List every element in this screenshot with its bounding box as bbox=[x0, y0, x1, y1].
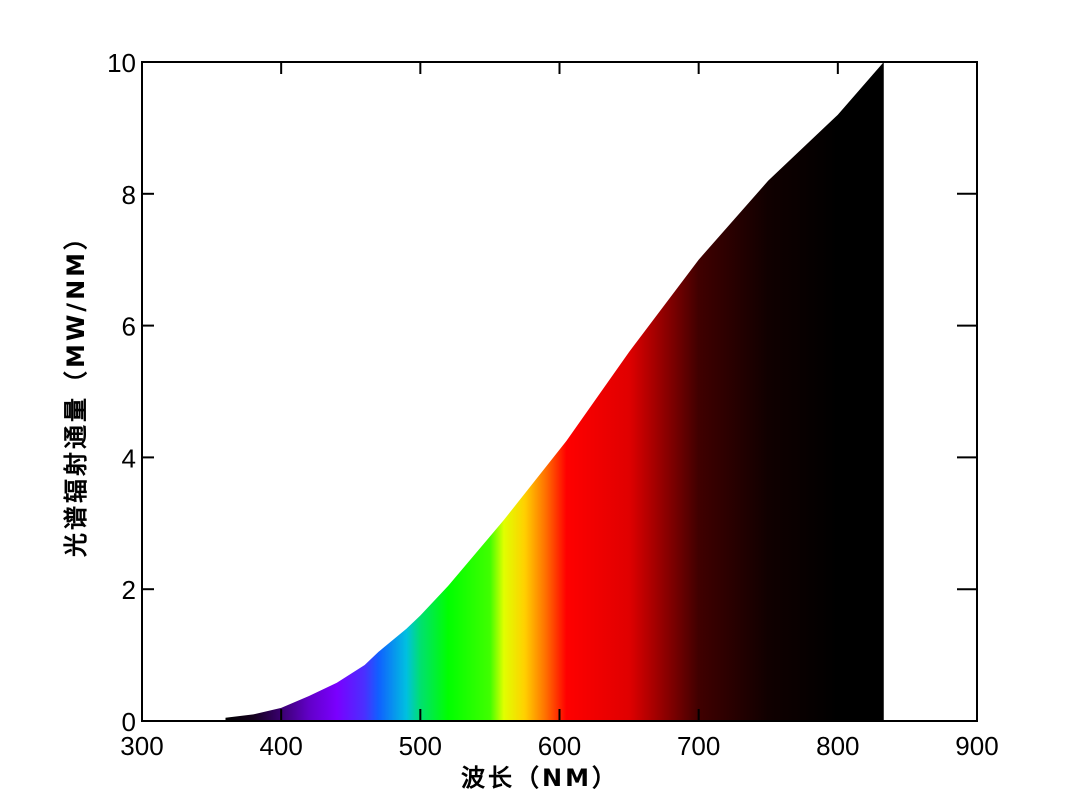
x-tick-label: 900 bbox=[955, 731, 998, 761]
y-tick-label: 8 bbox=[122, 180, 136, 210]
x-tick-label: 400 bbox=[259, 731, 302, 761]
x-tick-label: 300 bbox=[120, 731, 163, 761]
y-tick-label: 4 bbox=[122, 443, 136, 473]
y-axis-label: 光谱辐射通量（MW/NM） bbox=[62, 223, 90, 558]
y-tick-label: 10 bbox=[107, 48, 136, 78]
x-axis-label: 波长（NM） bbox=[461, 764, 619, 792]
x-tick-label: 600 bbox=[538, 731, 581, 761]
y-tick-label: 2 bbox=[122, 575, 136, 605]
y-tick-label: 6 bbox=[122, 312, 136, 342]
y-tick-label: 0 bbox=[122, 707, 136, 737]
spectrum-area bbox=[225, 62, 884, 721]
x-tick-label: 500 bbox=[399, 731, 442, 761]
x-tick-label: 800 bbox=[816, 731, 859, 761]
x-tick-label: 700 bbox=[677, 731, 720, 761]
